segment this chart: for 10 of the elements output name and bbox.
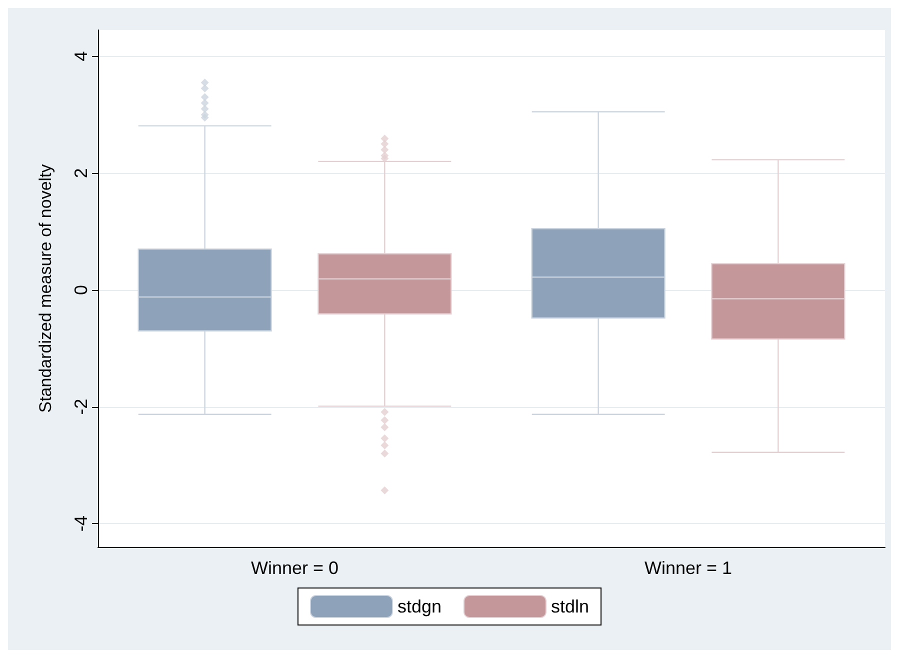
x-tick-label: Winner = 0 [250,558,339,578]
legend-label: stdln [551,596,590,616]
y-tick-label: 0 [71,284,91,295]
y-tick-label: 4 [71,51,91,62]
legend-label: stdgn [397,596,442,616]
y-tick-label: -4 [71,516,91,532]
y-tick-label: 2 [71,168,91,178]
y-axis-title: Standardized measure of novelty [36,164,55,413]
y-tick-label: -2 [71,398,91,415]
x-tick-label: Winner = 1 [644,558,732,578]
